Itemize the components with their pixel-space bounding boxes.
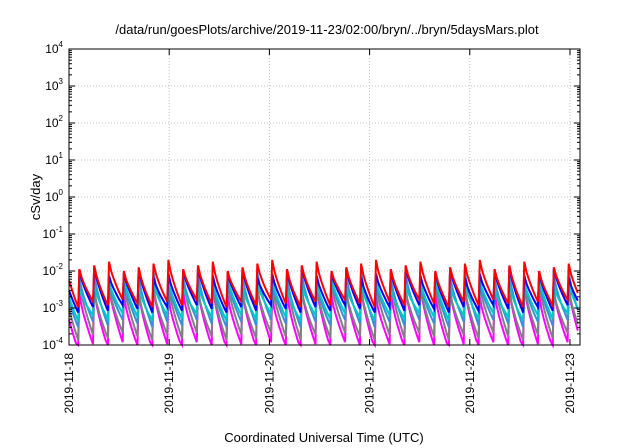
y-tick-label: 104 bbox=[45, 40, 63, 56]
y-tick-label: 10-2 bbox=[43, 262, 64, 278]
x-tick-label: 2019-11-23 bbox=[563, 353, 577, 414]
x-tick-label: 2019-11-18 bbox=[62, 353, 76, 414]
y-tick-label: 10-4 bbox=[43, 336, 64, 352]
chart-title: /data/run/goesPlots/archive/2019-11-23/0… bbox=[115, 22, 539, 37]
series-line-5 bbox=[68, 259, 579, 310]
x-tick-label: 2019-11-20 bbox=[262, 353, 276, 414]
x-tick-label: 2019-11-22 bbox=[463, 353, 477, 414]
y-tick-label: 100 bbox=[45, 188, 63, 204]
x-tick-label: 2019-11-21 bbox=[363, 353, 377, 414]
y-tick-label: 103 bbox=[45, 77, 63, 93]
series-layer bbox=[68, 259, 579, 349]
y-tick-labels: 10-4 10-3 10-2 10-1 100 101 102 103 104 bbox=[43, 40, 64, 352]
y-axis-label: cSv/day bbox=[28, 173, 43, 220]
y-tick-label: 10-1 bbox=[43, 225, 64, 241]
x-tick-label: 2019-11-19 bbox=[162, 353, 176, 414]
x-axis-label: Coordinated Universal Time (UTC) bbox=[224, 430, 423, 445]
x-tick-labels: 2019-11-18 2019-11-19 2019-11-20 2019-11-21… bbox=[62, 353, 577, 414]
y-tick-label: 10-3 bbox=[43, 299, 64, 315]
y-tick-label: 102 bbox=[45, 114, 63, 130]
y-tick-label: 101 bbox=[45, 151, 63, 167]
plot-frame bbox=[68, 48, 581, 346]
